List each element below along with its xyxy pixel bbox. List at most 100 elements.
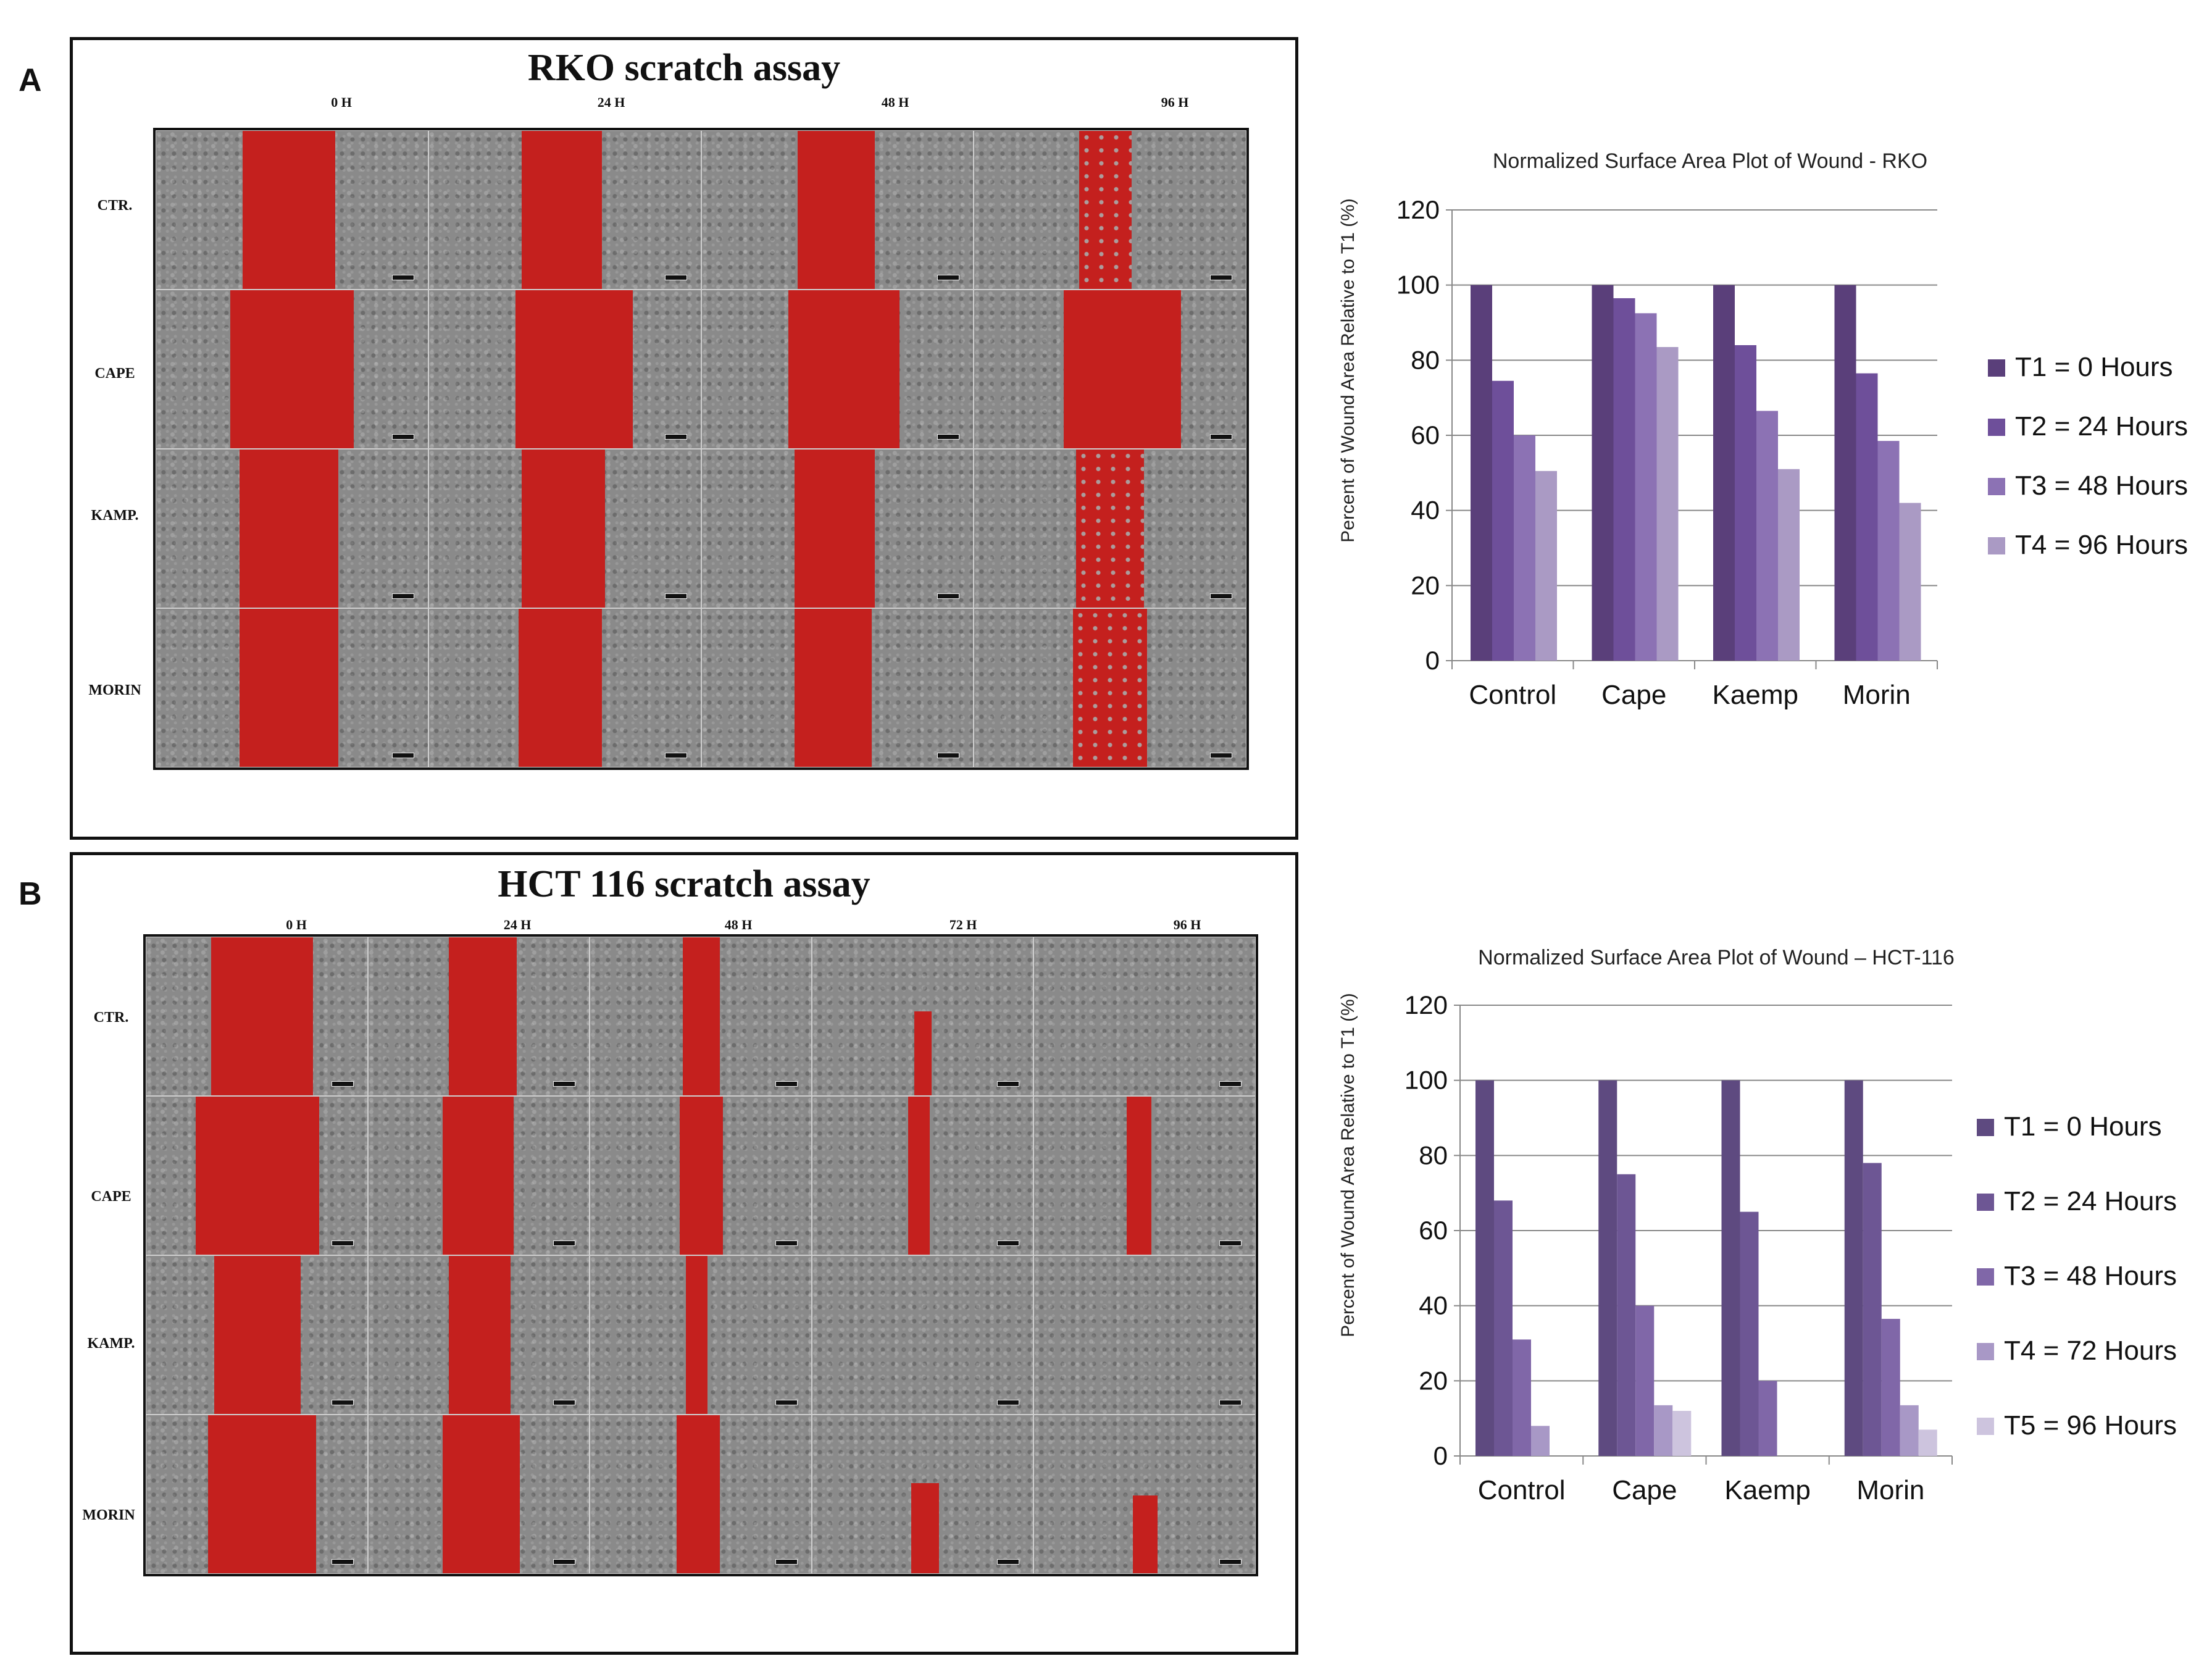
rko-image-kamp-24h [428, 449, 701, 608]
rko-legend-label: T3 = 48 Hours [2015, 470, 2188, 501]
rko-assay-title: RKO scratch assay [527, 47, 841, 89]
panel-letter-b: B [19, 876, 42, 912]
hct116-legend-swatch [1977, 1268, 1994, 1286]
hct116-col-24h: 24 H [503, 917, 532, 932]
rko-legend-swatch [1988, 537, 2005, 554]
rko-bar-control-t1 [1471, 285, 1492, 661]
hct116-row-kamp: KAMP. [87, 1336, 135, 1352]
rko-bar-kaemp-t3 [1756, 411, 1778, 661]
rko-image-morin-24h [428, 608, 701, 767]
rko-legend-swatch [1988, 359, 2005, 377]
rko-ytick-label: 0 [1425, 646, 1440, 675]
rko-chart-ylabel: Percent of Wound Area Relative to T1 (%) [1338, 198, 1358, 543]
rko-bar-control-t4 [1535, 470, 1557, 661]
hct116-chart-title: Normalized Surface Area Plot of Wound – … [1478, 946, 1955, 969]
hct116-image-morin-72h [811, 1415, 1034, 1574]
hct116-bar-cape-t3 [1635, 1305, 1655, 1456]
rko-bar-morin-t2 [1856, 373, 1878, 661]
hct116-image-ctr-0h [146, 937, 368, 1096]
rko-image-kamp-48h [701, 449, 974, 608]
rko-ytick-label: 20 [1411, 571, 1440, 600]
rko-image-morin-0h [156, 608, 428, 767]
hct116-legend-label: T5 = 96 Hours [2004, 1410, 2177, 1441]
hct116-bar-morin-t4 [1900, 1405, 1919, 1456]
hct116-bar-cape-t5 [1672, 1411, 1692, 1456]
hct116-col-72h: 72 H [949, 917, 977, 932]
hct116-legend-label: T1 = 0 Hours [2004, 1111, 2162, 1142]
rko-image-cape-24h [428, 290, 701, 449]
rko-bar-kaemp-t2 [1735, 345, 1756, 661]
hct116-row-cape: CAPE [91, 1189, 131, 1205]
hct116-figure: HCT 116 scratch assay 0 H 24 H 48 H 72 H… [70, 852, 1298, 1655]
hct116-image-grid [143, 934, 1258, 1576]
rko-col-24h: 24 H [597, 94, 625, 110]
rko-bar-kaemp-t4 [1778, 469, 1800, 661]
hct116-image-cape-0h [146, 1096, 368, 1255]
hct116-legend-swatch [1977, 1418, 1994, 1435]
hct116-ytick-label: 40 [1419, 1291, 1448, 1320]
hct116-bar-kaemp-t2 [1740, 1211, 1759, 1456]
hct116-image-kamp-24h [367, 1255, 590, 1415]
rko-image-kamp-96h [974, 449, 1246, 608]
rko-bar-morin-t1 [1834, 285, 1856, 661]
rko-legend-swatch [1988, 478, 2005, 495]
hct116-image-kamp-48h [590, 1255, 812, 1415]
hct116-col-96h: 96 H [1173, 917, 1201, 932]
hct116-bar-control-t3 [1513, 1339, 1531, 1456]
rko-legend-label: T1 = 0 Hours [2015, 352, 2173, 382]
rko-ytick-label: 100 [1396, 270, 1440, 299]
hct116-image-ctr-48h [590, 937, 812, 1096]
rko-chart-title: Normalized Surface Area Plot of Wound - … [1493, 149, 1927, 173]
rko-image-cape-0h [156, 290, 428, 449]
hct116-legend-label: T3 = 48 Hours [2004, 1261, 2177, 1291]
rko-bar-cape-t4 [1656, 347, 1679, 661]
rko-bar-control-t3 [1514, 435, 1535, 661]
rko-image-kamp-0h [156, 449, 428, 608]
hct116-wound-area-chart: Normalized Surface Area Plot of Wound – … [1338, 946, 2177, 1505]
rko-legend-label: T4 = 96 Hours [2015, 530, 2188, 560]
rko-col-96h: 96 H [1161, 94, 1189, 110]
hct116-chart-ylabel: Percent of Wound Area Relative to T1 (%) [1338, 993, 1358, 1337]
hct116-ytick-label: 20 [1419, 1366, 1448, 1395]
rko-category-label: Morin [1843, 680, 1911, 710]
hct116-image-cape-72h [811, 1096, 1034, 1255]
hct116-category-label: Morin [1856, 1475, 1924, 1505]
hct116-category-label: Control [1478, 1475, 1566, 1505]
rko-legend-swatch [1988, 419, 2005, 436]
hct116-bar-morin-t3 [1881, 1318, 1900, 1456]
hct116-image-kamp-96h [1033, 1255, 1256, 1415]
hct116-image-cape-24h [367, 1096, 590, 1255]
hct116-col-0h: 0 H [286, 917, 307, 932]
rko-image-ctr-24h [428, 130, 701, 290]
hct116-image-morin-48h [590, 1415, 812, 1574]
hct116-image-kamp-0h [146, 1255, 368, 1415]
hct116-legend-swatch [1977, 1194, 1994, 1211]
rko-bar-control-t2 [1492, 380, 1514, 661]
hct116-bar-morin-t1 [1844, 1080, 1863, 1456]
hct116-legend-swatch [1977, 1119, 1994, 1136]
hct116-image-cape-96h [1033, 1096, 1256, 1255]
hct116-bar-kaemp-t1 [1721, 1080, 1740, 1456]
hct116-ytick-label: 60 [1419, 1216, 1448, 1245]
rko-category-label: Cape [1601, 680, 1666, 710]
rko-ytick-label: 60 [1411, 420, 1440, 450]
rko-image-morin-96h [974, 608, 1246, 767]
rko-bar-morin-t4 [1899, 503, 1921, 661]
rko-image-cape-96h [974, 290, 1246, 449]
hct116-image-ctr-72h [811, 937, 1034, 1096]
hct116-bar-cape-t1 [1598, 1080, 1617, 1456]
rko-ytick-label: 80 [1411, 345, 1440, 374]
rko-row-kamp: KAMP. [91, 508, 139, 524]
hct116-bar-control-t1 [1475, 1080, 1494, 1456]
hct116-ytick-label: 80 [1419, 1140, 1448, 1169]
rko-row-morin: MORIN [88, 682, 141, 698]
rko-figure: RKO scratch assay 0 H 24 H 48 H 96 H CTR… [70, 37, 1298, 840]
hct116-bar-kaemp-t3 [1758, 1381, 1777, 1456]
rko-row-ctr: CTR. [97, 198, 133, 214]
rko-image-cape-48h [701, 290, 974, 449]
rko-bar-cape-t3 [1635, 313, 1657, 661]
hct116-bar-cape-t4 [1654, 1405, 1673, 1456]
hct116-ytick-label: 120 [1404, 990, 1448, 1019]
hct116-category-label: Kaemp [1724, 1475, 1810, 1505]
hct116-ytick-label: 0 [1434, 1441, 1448, 1470]
